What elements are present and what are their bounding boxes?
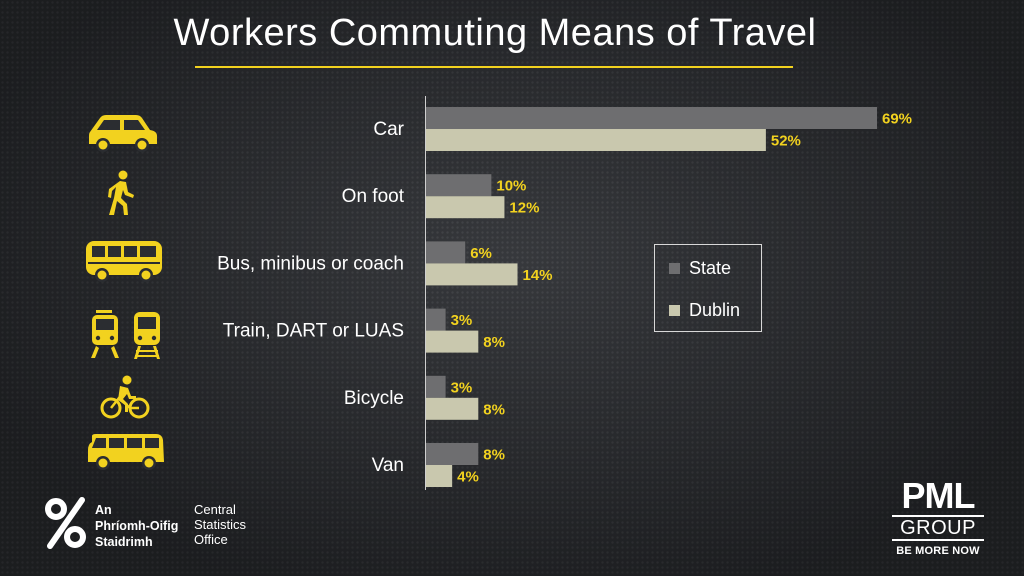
category-label-train-dart-or-luas: Train, DART or LUAS: [223, 321, 404, 342]
value-label-dublin-bus-minibus-or-coach: 14%: [523, 267, 553, 284]
value-label-state-car: 69%: [882, 111, 912, 128]
bar-state-bicycle: [426, 375, 446, 398]
bar-dublin-bus-minibus-or-coach: [426, 263, 518, 286]
train-tram-icon: [91, 310, 160, 359]
category-label-van: Van: [372, 455, 404, 476]
bar-dublin-train-dart-or-luas: [426, 330, 479, 353]
pml-logo-text: PML: [901, 475, 976, 516]
value-label-dublin-on-foot: 12%: [509, 200, 539, 217]
cso-english-line-1: Central: [194, 502, 236, 517]
legend-item-dublin: Dublin: [669, 300, 740, 321]
cso-irish-line-2: Phríomh-Oifig: [95, 519, 179, 533]
bar-dublin-car: [426, 129, 766, 151]
legend: State Dublin: [654, 244, 762, 332]
walking-person-icon: [108, 170, 134, 215]
category-label-car: Car: [373, 119, 404, 140]
legend-swatch-dublin: [669, 305, 680, 316]
bar-state-car: [426, 107, 877, 129]
cso-irish-line-1: An: [95, 503, 112, 517]
bar-dublin-van: [426, 465, 453, 487]
legend-item-state: State: [669, 258, 731, 279]
category-label-on-foot: On foot: [342, 186, 405, 207]
cso-english-name: Central Statistics Office: [194, 502, 246, 547]
bicycle-icon: [100, 375, 150, 419]
value-label-dublin-bicycle: 8%: [483, 401, 505, 418]
bar-state-on-foot: [426, 174, 492, 197]
bus-icon: [86, 241, 162, 282]
bar-state-train-dart-or-luas: [426, 308, 446, 331]
bar-state-bus-minibus-or-coach: [426, 241, 466, 264]
value-label-state-on-foot: 10%: [496, 178, 526, 195]
van-icon: [88, 434, 164, 470]
bar-dublin-on-foot: [426, 196, 505, 219]
value-label-state-van: 8%: [483, 447, 505, 464]
legend-label-state: State: [689, 258, 732, 278]
title-underline: [195, 66, 793, 68]
value-label-state-bicycle: 3%: [451, 379, 473, 396]
value-label-dublin-train-dart-or-luas: 8%: [483, 334, 505, 351]
category-label-bicycle: Bicycle: [344, 388, 404, 409]
bar-dublin-bicycle: [426, 397, 479, 420]
pml-tagline: BE MORE NOW: [896, 545, 980, 557]
pml-group-logo: PML GROUP BE MORE NOW: [888, 478, 988, 557]
cso-irish-name: An Phríomh-Oifig Staidrimh: [95, 502, 178, 550]
legend-swatch-state: [669, 263, 680, 274]
cso-english-line-3: Office: [194, 532, 228, 547]
cso-logo-mark: [45, 497, 86, 549]
bar-state-van: [426, 443, 479, 465]
cso-english-line-2: Statistics: [194, 517, 247, 532]
value-label-dublin-van: 4%: [457, 469, 479, 486]
value-label-dublin-car: 52%: [771, 133, 801, 150]
cso-irish-line-3: Staidrimh: [95, 535, 153, 549]
pml-group-text: GROUP: [892, 515, 984, 541]
value-label-state-train-dart-or-luas: 3%: [451, 312, 473, 329]
legend-label-dublin: Dublin: [689, 300, 741, 320]
category-label-bus-minibus-or-coach: Bus, minibus or coach: [217, 253, 404, 274]
car-icon: [89, 115, 157, 152]
value-label-state-bus-minibus-or-coach: 6%: [470, 245, 492, 262]
chart-title: Workers Commuting Means of Travel: [173, 12, 817, 54]
